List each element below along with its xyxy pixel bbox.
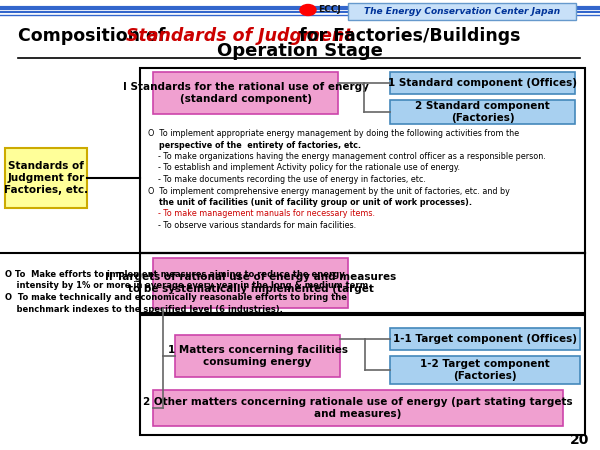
Text: for Factories/Buildings: for Factories/Buildings	[293, 27, 521, 45]
Text: ECCJ: ECCJ	[318, 5, 341, 14]
FancyBboxPatch shape	[390, 328, 580, 350]
Text: benchmark indexes to the specified level (6 industries).: benchmark indexes to the specified level…	[5, 305, 283, 314]
FancyBboxPatch shape	[153, 258, 348, 308]
Ellipse shape	[300, 4, 316, 15]
Text: - To make documents recording the use of energy in factories, etc.: - To make documents recording the use of…	[148, 175, 426, 184]
Text: Standards of Judgment: Standards of Judgment	[126, 27, 353, 45]
Text: - To make management manuals for necessary items.: - To make management manuals for necessa…	[148, 210, 375, 219]
Text: O To  Make efforts to implement measures aiming to reduce the energy: O To Make efforts to implement measures …	[5, 270, 345, 279]
Text: Composition of: Composition of	[18, 27, 172, 45]
Text: Operation Stage: Operation Stage	[217, 42, 383, 60]
FancyBboxPatch shape	[153, 72, 338, 114]
Text: - To make organizations having the energy management control officer as a respon: - To make organizations having the energ…	[148, 152, 546, 161]
FancyBboxPatch shape	[153, 390, 563, 426]
FancyBboxPatch shape	[175, 335, 340, 377]
FancyBboxPatch shape	[390, 356, 580, 384]
Text: I Standards for the rational use of energy
(standard component): I Standards for the rational use of ener…	[122, 82, 368, 104]
Text: O  To make technically and economically reasonable efforts to bring the: O To make technically and economically r…	[5, 293, 347, 302]
Text: O  To implement comprehensive energy management by the unit of factories, etc. a: O To implement comprehensive energy mana…	[148, 186, 510, 195]
FancyBboxPatch shape	[348, 3, 576, 20]
Text: O  To implement appropriate energy management by doing the following activities : O To implement appropriate energy manage…	[148, 129, 519, 138]
Text: perspective of the  entirety of factories, etc.: perspective of the entirety of factories…	[148, 140, 361, 149]
Text: 1-2 Target component
(Factories): 1-2 Target component (Factories)	[420, 359, 550, 381]
Text: 2 Standard component
(Factories): 2 Standard component (Factories)	[415, 101, 550, 123]
Text: intensity by 1% or more in average every year in the long & medium term: intensity by 1% or more in average every…	[5, 282, 368, 291]
Text: Standards of
Judgment for
Factories, etc.: Standards of Judgment for Factories, etc…	[4, 162, 88, 194]
Text: - To observe various standards for main facilities.: - To observe various standards for main …	[148, 221, 356, 230]
Text: II Targets of rational use of energy and measures
to be systematically implement: II Targets of rational use of energy and…	[105, 272, 396, 294]
Text: 2 Other matters concerning rationale use of energy (part stating targets
and mea: 2 Other matters concerning rationale use…	[143, 397, 573, 419]
FancyBboxPatch shape	[5, 148, 87, 208]
FancyBboxPatch shape	[390, 100, 575, 124]
Text: 1 Standard component (Offices): 1 Standard component (Offices)	[388, 78, 577, 88]
Text: - To establish and implement Activity policy for the rationale use of energy.: - To establish and implement Activity po…	[148, 163, 460, 172]
Text: 20: 20	[571, 433, 590, 447]
Text: the unit of facilities (unit of facility group or unit of work processes).: the unit of facilities (unit of facility…	[148, 198, 472, 207]
Text: The Energy Conservation Center Japan: The Energy Conservation Center Japan	[364, 7, 560, 16]
FancyBboxPatch shape	[390, 72, 575, 94]
Text: 1-1 Target component (Offices): 1-1 Target component (Offices)	[393, 334, 577, 344]
Text: 1 Matters concerning facilities
consuming energy: 1 Matters concerning facilities consumin…	[167, 345, 347, 367]
